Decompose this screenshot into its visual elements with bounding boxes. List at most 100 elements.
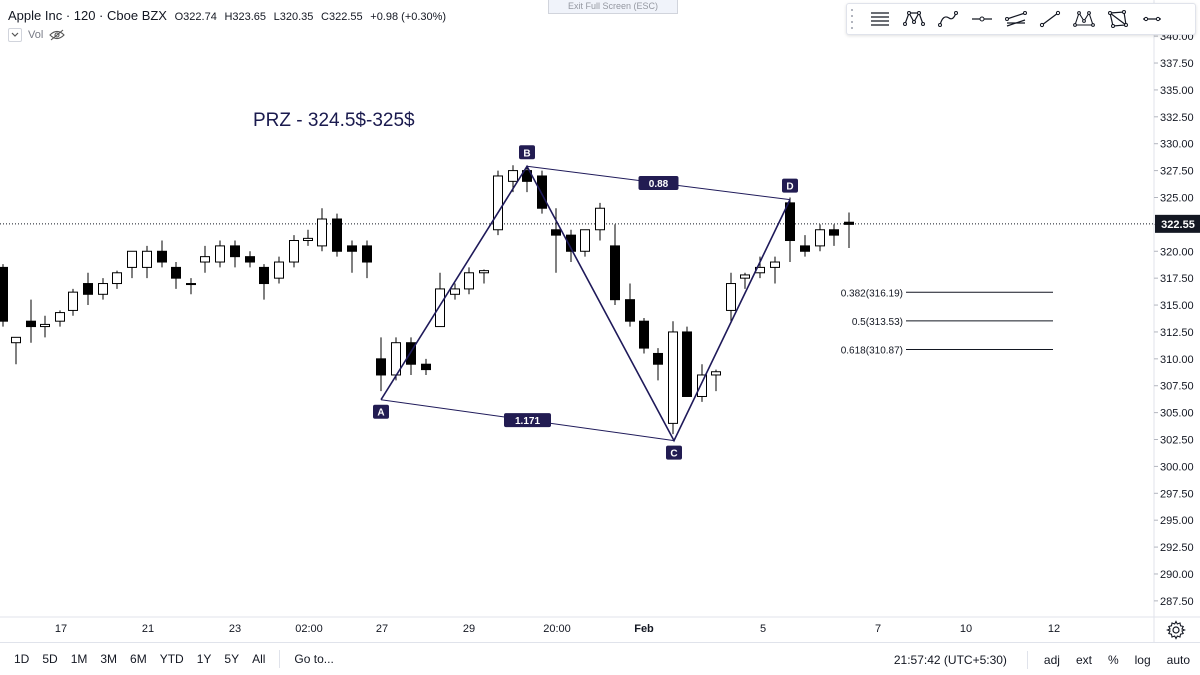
- candle-body[interactable]: [653, 352, 663, 365]
- y-tick-label: 307.50: [1160, 381, 1194, 393]
- percent-scale-toggle[interactable]: %: [1107, 652, 1119, 667]
- candle-body[interactable]: [435, 288, 445, 328]
- candle-body[interactable]: [215, 245, 225, 263]
- candle-body[interactable]: [668, 331, 678, 424]
- candle-body[interactable]: [580, 229, 590, 252]
- candle-body[interactable]: [157, 250, 167, 263]
- candle-body[interactable]: [770, 261, 780, 268]
- candle-body[interactable]: [127, 250, 137, 268]
- candle-body[interactable]: [740, 274, 750, 279]
- candle-body[interactable]: [682, 331, 692, 397]
- auto-scale-toggle[interactable]: auto: [1166, 652, 1190, 667]
- candle-body[interactable]: [406, 342, 416, 365]
- high-value: H323.65: [224, 11, 267, 23]
- candle-body[interactable]: [711, 371, 721, 376]
- candle-body[interactable]: [0, 266, 8, 322]
- symbol-name[interactable]: Apple Inc · 120 · Cboe BZX: [8, 8, 167, 23]
- candle-body[interactable]: [11, 336, 21, 344]
- candle-body[interactable]: [40, 323, 50, 328]
- collapse-legend-button[interactable]: [8, 28, 22, 42]
- candle-body[interactable]: [493, 175, 503, 231]
- adj-toggle[interactable]: adj: [1043, 652, 1060, 667]
- candle-body[interactable]: [230, 245, 240, 258]
- range-all-button[interactable]: All: [252, 652, 266, 666]
- y-tick-label: 325.00: [1160, 192, 1194, 204]
- range-ytd-button[interactable]: YTD: [159, 652, 184, 666]
- pattern-legs[interactable]: [380, 164, 791, 443]
- candle-body[interactable]: [317, 218, 327, 247]
- candle-body[interactable]: [566, 234, 576, 252]
- candle-body[interactable]: [142, 250, 152, 268]
- y-tick-label: 332.50: [1160, 112, 1194, 124]
- y-tick-label: 315.00: [1160, 300, 1194, 312]
- candle-body[interactable]: [26, 320, 36, 328]
- trend-line-tool[interactable]: [1033, 5, 1067, 33]
- drag-handle[interactable]: [851, 9, 859, 29]
- candle-body[interactable]: [274, 261, 284, 279]
- abcd-pattern-tool[interactable]: [1067, 5, 1101, 33]
- candle-body[interactable]: [289, 240, 299, 263]
- horizontal-ray-tool[interactable]: [1135, 5, 1169, 33]
- candle-body[interactable]: [508, 170, 518, 182]
- candle-body[interactable]: [464, 272, 474, 290]
- candle-body[interactable]: [83, 283, 93, 295]
- candle-body[interactable]: [785, 202, 795, 242]
- candle-body[interactable]: [332, 218, 342, 252]
- range-5d-button[interactable]: 5D: [42, 652, 58, 666]
- range-1d-button[interactable]: 1D: [14, 652, 30, 666]
- horizontal-lines-tool[interactable]: [863, 5, 897, 33]
- parallel-channel-tool[interactable]: [999, 5, 1033, 33]
- log-scale-toggle[interactable]: log: [1134, 652, 1151, 667]
- candle-body[interactable]: [450, 288, 460, 295]
- candle-body[interactable]: [362, 245, 372, 263]
- candle-body[interactable]: [303, 237, 313, 242]
- candle-body[interactable]: [347, 245, 357, 252]
- range-3m-button[interactable]: 3M: [100, 652, 118, 666]
- candle-body[interactable]: [376, 358, 386, 376]
- curve-tool[interactable]: [931, 5, 965, 33]
- candle-body[interactable]: [551, 229, 561, 236]
- candle-body[interactable]: [639, 320, 649, 349]
- candle-body[interactable]: [171, 266, 181, 279]
- goto-date-button[interactable]: Go to...: [294, 652, 334, 666]
- horizontal-line-tool[interactable]: [965, 5, 999, 33]
- hidden-eye-icon[interactable]: [49, 29, 66, 41]
- candle-body[interactable]: [200, 256, 210, 263]
- range-6m-button[interactable]: 6M: [130, 652, 147, 666]
- candle-body[interactable]: [815, 229, 825, 247]
- clock-timezone-button[interactable]: 21:57:42 (UTC+5:30): [893, 652, 1007, 667]
- range-5y-button[interactable]: 5Y: [224, 652, 240, 666]
- y-tick-label: 335.00: [1160, 85, 1194, 97]
- candle-body[interactable]: [844, 221, 854, 225]
- xabcd-pattern-tool[interactable]: [897, 5, 931, 33]
- candle-body[interactable]: [800, 245, 810, 252]
- y-tick-label: 302.50: [1160, 435, 1194, 447]
- candle-body[interactable]: [537, 175, 547, 209]
- candle-body[interactable]: [610, 245, 620, 301]
- exit-fullscreen-button[interactable]: Exit Full Screen (ESC): [548, 0, 678, 14]
- candle-body[interactable]: [625, 299, 635, 322]
- ext-toggle[interactable]: ext: [1075, 652, 1092, 667]
- candle-body[interactable]: [186, 283, 196, 286]
- candle-body[interactable]: [68, 291, 78, 311]
- candle-body[interactable]: [726, 283, 736, 311]
- candle-body[interactable]: [98, 283, 108, 295]
- volume-label[interactable]: Vol: [28, 29, 44, 41]
- divider: [279, 650, 281, 668]
- range-1m-button[interactable]: 1M: [70, 652, 88, 666]
- price-chart[interactable]: 340.00337.50335.00332.50330.00327.50325.…: [0, 0, 1200, 642]
- candle-body[interactable]: [595, 207, 605, 231]
- range-1y-button[interactable]: 1Y: [196, 652, 212, 666]
- candle-body[interactable]: [55, 312, 65, 322]
- gear-icon[interactable]: [1166, 620, 1186, 640]
- candle-body[interactable]: [479, 270, 489, 274]
- candle-body[interactable]: [697, 374, 707, 397]
- candle-body[interactable]: [259, 266, 269, 285]
- prz-annotation[interactable]: PRZ - 324.5$-325$: [253, 110, 415, 131]
- candle-body[interactable]: [421, 363, 431, 371]
- candle-body[interactable]: [829, 229, 839, 236]
- polygon-tool[interactable]: [1101, 5, 1135, 33]
- pattern-point-label-bg: [782, 178, 798, 193]
- candle-body[interactable]: [112, 272, 122, 285]
- candle-body[interactable]: [245, 256, 255, 263]
